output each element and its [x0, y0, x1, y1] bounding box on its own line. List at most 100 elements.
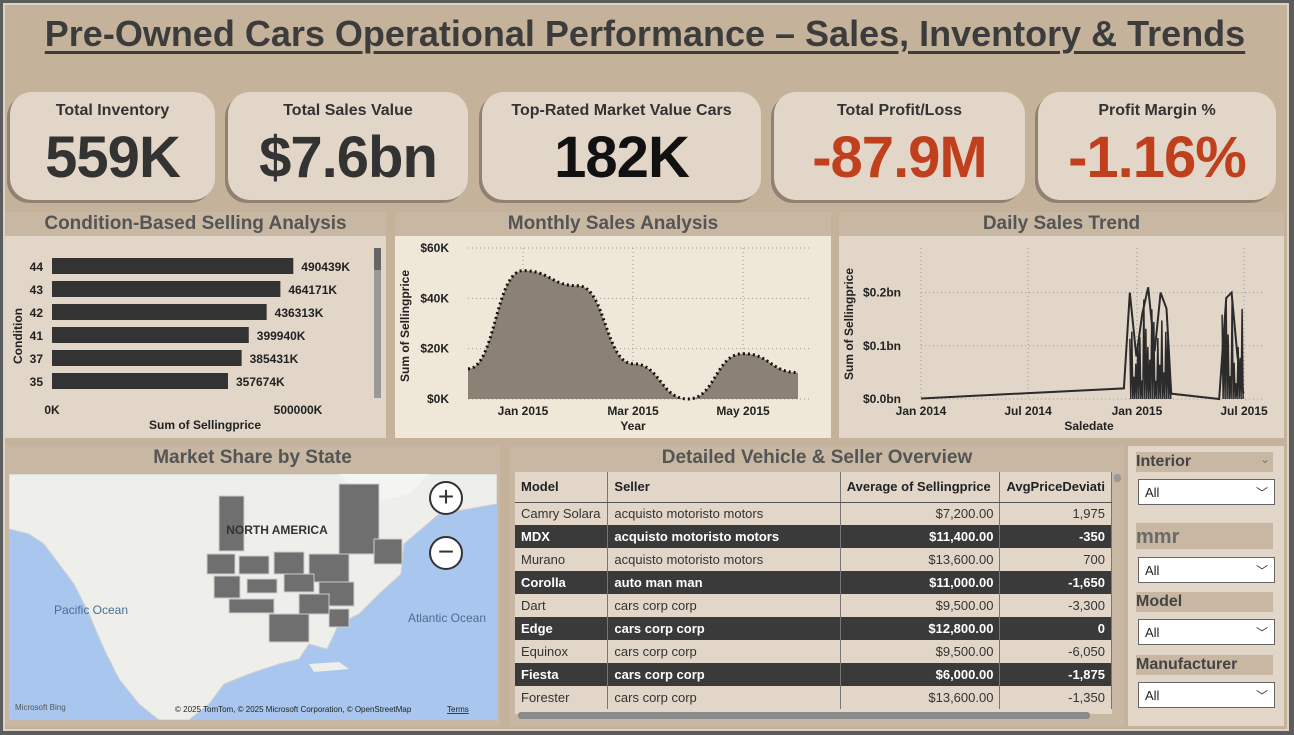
chevron-down-icon: ﹀ — [1255, 626, 1268, 640]
panel-title: Detailed Vehicle & Seller Overview — [510, 446, 1124, 470]
monthly-panel: Monthly Sales Analysis Sum of Sellingpri… — [395, 212, 831, 438]
table-row[interactable]: Corolla auto man man $11,000.00 -1,650 — [515, 571, 1112, 594]
cell-seller: cars corp corp — [607, 617, 841, 640]
table-row[interactable]: Murano acquisto motoristo motors $13,600.0… — [515, 548, 1112, 571]
cell-deviation: 1,975 — [999, 502, 1112, 525]
axis-label-x: Sum of Sellingprice — [149, 418, 261, 432]
slicer-header-bg — [1136, 655, 1273, 675]
x-tick: 500000K — [274, 403, 323, 417]
condition-bar[interactable] — [52, 350, 242, 366]
state-map[interactable]: NORTH AMERICA Pacific Ocean Atlantic Oce… — [9, 474, 497, 720]
slicer-label-model: Model — [1136, 593, 1183, 610]
kpi-label: Top-Rated Market Value Cars — [511, 102, 732, 119]
cell-model: MDX — [515, 525, 609, 548]
column-header-seller[interactable]: Seller — [607, 472, 841, 503]
kpi-value: -87.9M — [812, 125, 988, 190]
scrollbar-thumb[interactable] — [374, 248, 381, 270]
zoom-in-button[interactable]: + — [429, 481, 463, 515]
cell-model: Dart — [515, 594, 609, 617]
bar-data-label: 436313K — [275, 306, 324, 320]
kpi-top-rated-cars[interactable]: Top-Rated Market Value Cars 182K — [482, 92, 761, 200]
zoom-out-button[interactable]: − — [429, 536, 463, 570]
table-row[interactable]: Camry Solara acquisto motoristo motors $7,… — [515, 502, 1112, 525]
kpi-total-sales-value[interactable]: Total Sales Value $7.6bn — [228, 92, 468, 200]
model-dropdown[interactable]: All ﹀ — [1138, 619, 1275, 645]
map-credit: © 2025 TomTom, © 2025 Microsoft Corporat… — [175, 705, 412, 714]
slicer-label-interior: Interior — [1136, 453, 1192, 470]
cell-seller: cars corp corp — [607, 663, 841, 686]
scrollbar[interactable] — [374, 248, 381, 398]
interior-dropdown[interactable]: All ﹀ — [1138, 479, 1275, 505]
kpi-label: Total Sales Value — [283, 102, 413, 119]
map-terms-link[interactable]: Terms — [447, 705, 469, 714]
table-row[interactable]: MDX acquisto motoristo motors $11,400.00 -3… — [515, 525, 1112, 548]
dropdown-value: All — [1145, 485, 1160, 500]
cell-seller: cars corp corp — [607, 594, 841, 617]
table-row[interactable]: Fiesta cars corp corp $6,000.00 -1,875 — [515, 663, 1112, 686]
chevron-down-icon[interactable]: ⌄ — [1260, 452, 1271, 466]
condition-bar[interactable] — [52, 258, 294, 274]
column-header-avg-price[interactable]: Average of Sellingprice — [840, 472, 1001, 503]
cell-avg-price: $9,500.00 — [840, 594, 1001, 617]
ocean-label: Atlantic Ocean — [408, 611, 486, 625]
condition-bar[interactable] — [52, 281, 281, 297]
kpi-total-inventory[interactable]: Total Inventory 559K — [10, 92, 215, 200]
mmr-dropdown[interactable]: All ﹀ — [1138, 557, 1275, 583]
bar-data-label: 357674K — [236, 375, 285, 389]
area-line-series — [467, 269, 799, 401]
table-viewport: Model Seller Average of Sellingprice Avg… — [515, 472, 1112, 714]
cell-deviation: -350 — [999, 525, 1112, 548]
bar-category-label: 35 — [30, 375, 44, 389]
bing-logo: Microsoft Bing — [15, 703, 66, 712]
table-row[interactable]: Dart cars corp corp $9,500.00 -3,300 — [515, 594, 1112, 617]
bar-data-label: 399940K — [257, 329, 306, 343]
condition-bar[interactable] — [52, 327, 249, 343]
y-tick: $40K — [420, 291, 449, 305]
condition-bar-chart[interactable]: Condition Sum of Sellingprice 0K 500000K… — [5, 236, 386, 438]
x-tick: Jul 2015 — [1220, 404, 1268, 418]
cell-avg-price: $12,800.00 — [840, 617, 1001, 640]
bar-category-label: 42 — [30, 306, 44, 320]
monthly-area-chart[interactable]: Sum of Sellingprice Year $60K $40K $20K $0K… — [395, 236, 831, 438]
column-header-model[interactable]: Model — [515, 472, 609, 503]
horizontal-scrollbar[interactable] — [518, 712, 1090, 719]
kpi-label: Total Inventory — [55, 102, 170, 119]
cell-avg-price: $11,000.00 — [840, 571, 1001, 594]
chevron-down-icon: ﹀ — [1255, 689, 1268, 703]
daily-line-burst — [1129, 299, 1172, 400]
bar-data-label: 385431K — [250, 352, 299, 366]
slicer-panel: Interior ⌄ All ﹀ mmr All ﹀ Model All ﹀ Manu… — [1128, 446, 1284, 726]
axis-label-x: Year — [620, 419, 646, 433]
column-header-deviation[interactable]: AvgPriceDeviati — [999, 472, 1112, 503]
cell-model: Murano — [515, 548, 609, 571]
cell-deviation: -6,050 — [999, 640, 1112, 663]
cell-avg-price: $11,400.00 — [840, 525, 1001, 548]
table-row[interactable]: Forester cars corp corp $13,600.00 -1,350 — [515, 686, 1112, 709]
cell-avg-price: $9,500.00 — [840, 640, 1001, 663]
region-label: NORTH AMERICA — [226, 523, 328, 537]
table-row[interactable]: Edge cars corp corp $12,800.00 0 — [515, 617, 1112, 640]
dropdown-value: All — [1145, 563, 1160, 578]
page-title: Pre-Owned Cars Operational Performance –… — [44, 13, 1246, 54]
condition-bar[interactable] — [52, 373, 228, 389]
kpi-total-profit-loss[interactable]: Total Profit/Loss -87.9M — [774, 92, 1025, 200]
bar-category-label: 44 — [30, 260, 44, 274]
cell-seller: cars corp corp — [607, 640, 841, 663]
slicer-header-bg — [1136, 452, 1273, 472]
kpi-profit-margin[interactable]: Profit Margin % -1.16% — [1038, 92, 1276, 200]
x-tick: Jul 2014 — [1004, 404, 1052, 418]
daily-line-chart[interactable]: Sum of Sellingprice Saledate $0.2bn $0.1b… — [839, 236, 1284, 438]
slicer-header-bg — [1136, 523, 1273, 549]
bar-category-label: 41 — [30, 329, 44, 343]
cell-model: Forester — [515, 686, 609, 709]
manufacturer-dropdown[interactable]: All ﹀ — [1138, 682, 1275, 708]
table-row[interactable]: Equinox cars corp corp $9,500.00 -6,050 — [515, 640, 1112, 663]
area-fill — [468, 270, 798, 399]
kpi-label: Profit Margin % — [1098, 102, 1216, 119]
cell-deviation: 700 — [999, 548, 1112, 571]
vertical-scrollbar[interactable] — [1114, 474, 1121, 482]
condition-bar[interactable] — [52, 304, 267, 320]
shaded-states — [206, 483, 403, 643]
cell-model: Edge — [515, 617, 609, 640]
daily-panel: Daily Sales Trend Sum of Sellingprice Sa… — [839, 212, 1284, 438]
